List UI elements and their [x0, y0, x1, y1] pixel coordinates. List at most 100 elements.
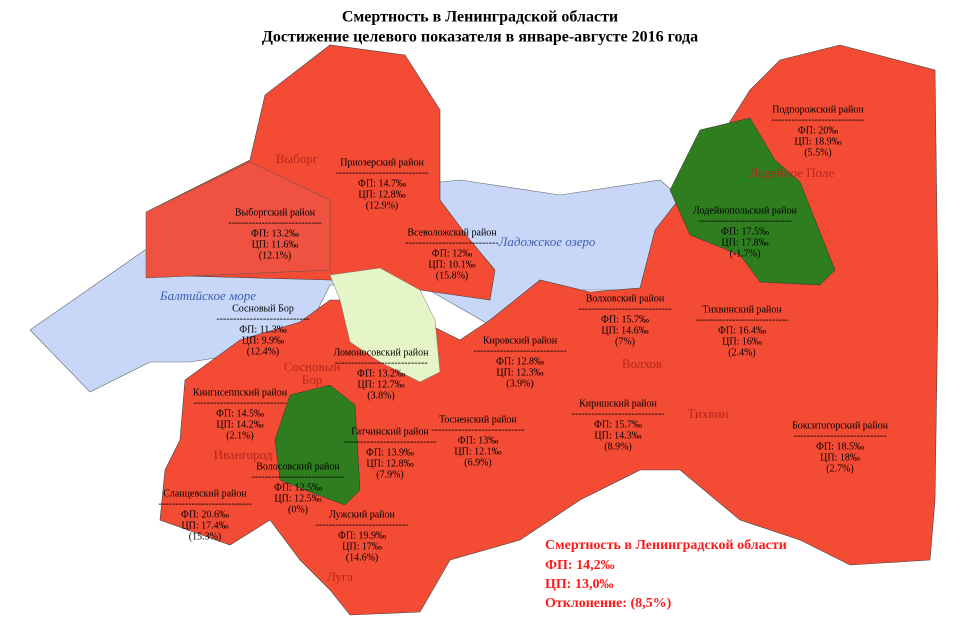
district-deviation: (3.9%) [506, 378, 534, 389]
district-name: Ломоносовский район [333, 347, 429, 358]
summary-fp: ФП: 14,2‰ [545, 558, 615, 573]
separator: ---------------------------- [695, 314, 788, 325]
district-cp: ЦП: 14.2‰ [216, 419, 263, 430]
district-name: Сосновый Бор [232, 303, 294, 314]
separator: ---------------------------- [216, 313, 309, 324]
district-cp: ЦП: 9.9‰ [242, 335, 284, 346]
district-fp: ФП: 14.7‰ [358, 178, 406, 189]
district-deviation: (15.8%) [436, 270, 469, 281]
district-fp: ФП: 11.3‰ [239, 324, 287, 335]
separator: ---------------------------- [405, 237, 498, 248]
district-fp: ФП: 12‰ [432, 248, 472, 259]
district-deviation: (12.1%) [259, 250, 292, 261]
region-vyborg [145, 161, 331, 279]
district-name: Всеволожский район [407, 227, 497, 238]
city-label: Выборг [276, 151, 318, 166]
district-deviation: (0%) [288, 504, 308, 515]
city-area [329, 267, 441, 383]
district-green [669, 117, 836, 286]
district-name: Выборгский район [235, 207, 316, 218]
district-name: Волосовский район [256, 461, 340, 472]
city-label: Волхов [622, 356, 662, 371]
district-name: Киришский район [579, 398, 657, 409]
district-cp: ЦП: 17.8‰ [721, 237, 768, 248]
summary-cp: ЦП: 13,0‰ [545, 577, 613, 592]
district-fp: ФП: 20.6‰ [181, 509, 229, 520]
district-name: Лужский район [329, 509, 395, 520]
district-cp: ЦП: 12.8‰ [366, 458, 413, 469]
district-cp: ЦП: 14.6‰ [601, 325, 648, 336]
district-name: Тосненский район [439, 414, 517, 425]
district-green [274, 384, 361, 506]
district-fp: ФП: 19.9‰ [338, 530, 386, 541]
district-fp: ФП: 14.5‰ [216, 408, 264, 419]
separator: ---------------------------- [793, 430, 886, 441]
separator: ---------------------------- [578, 303, 671, 314]
separator: ---------------------------- [431, 424, 524, 435]
summary-title: Смертность в Ленинградской области [545, 538, 787, 553]
district-name: Кировский район [483, 335, 558, 346]
district-cp: ЦП: 18‰ [820, 452, 860, 463]
separator: ---------------------------- [473, 345, 566, 356]
district-name: Тихвинский район [702, 304, 782, 315]
district-fp: ФП: 12.5‰ [274, 482, 322, 493]
district-fp: ФП: 13.9‰ [366, 447, 414, 458]
district-fp: ФП: 18.5‰ [816, 441, 864, 452]
district-deviation: (12.9%) [366, 200, 399, 211]
separator: ---------------------------- [334, 357, 427, 368]
water-label: Ладожское озеро [498, 234, 596, 249]
separator: ---------------------------- [228, 217, 321, 228]
district-cp: ЦП: 18.9‰ [794, 136, 841, 147]
separator: ---------------------------- [771, 114, 864, 125]
district-fp: ФП: 15.7‰ [601, 314, 649, 325]
separator: ---------------------------- [315, 519, 408, 530]
district-cp: ЦП: 17‰ [342, 541, 382, 552]
district-deviation: (5.5%) [804, 147, 832, 158]
summary-deviation: Отклонение: (8,5%) [545, 596, 672, 611]
district-fp: ФП: 15.7‰ [594, 419, 642, 430]
city-label: Луга [327, 569, 353, 584]
district-deviation: (15.3%) [189, 531, 222, 542]
labels: Подпорожский район----------------------… [158, 104, 888, 584]
district-cp: ЦП: 12.8‰ [358, 189, 405, 200]
district-deviation: (14.6%) [346, 552, 379, 563]
separator: ---------------------------- [698, 215, 791, 226]
separator: ---------------------------- [251, 471, 344, 482]
district-name: Подпорожский район [772, 104, 864, 115]
separator: ---------------------------- [193, 397, 286, 408]
district-fp: ФП: 17.5‰ [721, 226, 769, 237]
district-deviation: (12.4%) [247, 346, 280, 357]
separator: ---------------------------- [571, 408, 664, 419]
district-cp: ЦП: 17.4‰ [181, 520, 228, 531]
district-cp: ЦП: 10.1‰ [428, 259, 475, 270]
district-name: Лодейнопольский район [693, 205, 798, 216]
city-label: Ивангород [214, 447, 273, 462]
district-deviation: (7.9%) [376, 469, 404, 480]
separator: ---------------------------- [335, 167, 428, 178]
district-cp: ЦП: 11.6‰ [252, 239, 299, 250]
separator: ---------------------------- [158, 498, 251, 509]
district-deviation: (6.9%) [464, 457, 492, 468]
subtitle: Достижение целевого показателя в январе-… [262, 29, 698, 46]
district-deviation: (2.1%) [226, 430, 254, 441]
district-cp: ЦП: 12.5‰ [274, 493, 321, 504]
district-fp: ФП: 16.4‰ [718, 325, 766, 336]
district-deviation: (2.7%) [826, 463, 854, 474]
city-label: Тихвин [687, 406, 728, 421]
district-deviation: (7%) [615, 336, 635, 347]
district-deviation: (8.9%) [604, 441, 632, 452]
district-fp: ФП: 13.2‰ [357, 368, 405, 379]
district-name: Бокситогорский район [792, 420, 889, 431]
district-name: Приозерский район [340, 157, 424, 168]
district-cp: ЦП: 12.3‰ [496, 367, 543, 378]
district-fp: ФП: 12.8‰ [496, 356, 544, 367]
district-deviation: (2.4%) [728, 347, 756, 358]
district-fp: ФП: 13.2‰ [251, 228, 299, 239]
district-fp: ФП: 13‰ [458, 435, 498, 446]
water-label: Балтийское море [159, 288, 256, 303]
title: Смертность в Ленинградской области [342, 9, 618, 26]
district-cp: ЦП: 12.7‰ [357, 379, 404, 390]
district-name: Гатчинский район [351, 426, 429, 437]
district-deviation: (3.8%) [367, 390, 395, 401]
